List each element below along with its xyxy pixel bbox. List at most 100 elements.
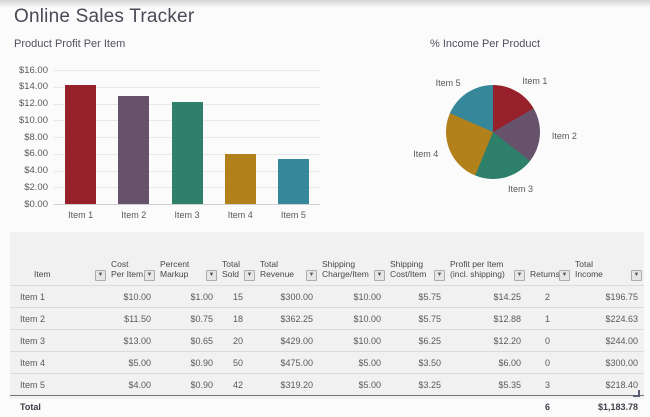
filter-dropdown-button-item[interactable]: ▼ [95, 270, 106, 281]
cell-markup[interactable]: $0.90 [157, 374, 219, 396]
cell-revenue[interactable]: $300.00 [257, 286, 319, 308]
column-header-profit: Profit per Item(incl. shipping)▼ [447, 232, 527, 286]
bar-slot [267, 70, 320, 204]
cell-ship_charge[interactable]: $10.00 [319, 308, 387, 330]
cell-ship_charge[interactable]: $5.00 [319, 352, 387, 374]
cell-profit[interactable]: $12.88 [447, 308, 527, 330]
bar-item-4[interactable] [225, 154, 256, 204]
header-label: Percent [160, 259, 219, 269]
cell-markup[interactable]: $1.00 [157, 286, 219, 308]
cell-cost[interactable]: $13.00 [108, 330, 157, 352]
x-axis-tick-label: Item 5 [267, 210, 320, 220]
header-label: Total [222, 259, 257, 269]
cell-ship_cost[interactable]: $3.50 [387, 352, 447, 374]
total-cell-cost[interactable] [108, 396, 157, 417]
cell-returns[interactable]: 2 [527, 286, 572, 308]
cell-returns[interactable]: 0 [527, 352, 572, 374]
bar-slot [160, 70, 213, 204]
pie-graphic[interactable] [446, 85, 540, 179]
bar-chart-plot [54, 70, 320, 204]
cell-item[interactable]: Item 3 [10, 330, 108, 352]
cell-ship_charge[interactable]: $10.00 [319, 286, 387, 308]
header-label: Shipping [322, 259, 387, 269]
bar-item-1[interactable] [65, 85, 96, 204]
cell-ship_cost[interactable]: $5.75 [387, 308, 447, 330]
cell-ship_cost[interactable]: $5.75 [387, 286, 447, 308]
cell-profit[interactable]: $6.00 [447, 352, 527, 374]
cell-income[interactable]: $300.00 [572, 352, 644, 374]
cell-cost[interactable]: $11.50 [108, 308, 157, 330]
cell-revenue[interactable]: $475.00 [257, 352, 319, 374]
cell-sold[interactable]: 20 [219, 330, 257, 352]
cell-returns[interactable]: 3 [527, 374, 572, 396]
filter-dropdown-button-markup[interactable]: ▼ [206, 270, 217, 281]
bar-chart[interactable]: $16.00$14.00$12.00$10.00$8.00$6.00$4.00$… [14, 62, 322, 222]
table-resize-handle[interactable] [633, 390, 640, 397]
filter-dropdown-button-ship_cost[interactable]: ▼ [434, 270, 445, 281]
cell-returns[interactable]: 1 [527, 308, 572, 330]
bar-item-3[interactable] [172, 102, 203, 204]
filter-dropdown-button-ship_charge[interactable]: ▼ [374, 270, 385, 281]
cell-revenue[interactable]: $362.25 [257, 308, 319, 330]
cell-item[interactable]: Item 5 [10, 374, 108, 396]
cell-income[interactable]: $196.75 [572, 286, 644, 308]
cell-item[interactable]: Item 1 [10, 286, 108, 308]
total-cell-markup[interactable] [157, 396, 219, 417]
cell-income[interactable]: $224.63 [572, 308, 644, 330]
cell-markup[interactable]: $0.75 [157, 308, 219, 330]
cell-markup[interactable]: $0.90 [157, 352, 219, 374]
cell-item[interactable]: Item 2 [10, 308, 108, 330]
cell-cost[interactable]: $10.00 [108, 286, 157, 308]
cell-sold[interactable]: 42 [219, 374, 257, 396]
header-label: Cost [111, 259, 157, 269]
cell-revenue[interactable]: $319.20 [257, 374, 319, 396]
cell-cost[interactable]: $4.00 [108, 374, 157, 396]
filter-dropdown-button-cost[interactable]: ▼ [144, 270, 155, 281]
filter-dropdown-button-revenue[interactable]: ▼ [306, 270, 317, 281]
cell-income[interactable]: $244.00 [572, 330, 644, 352]
cell-revenue[interactable]: $429.00 [257, 330, 319, 352]
cell-sold[interactable]: 50 [219, 352, 257, 374]
cell-item[interactable]: Item 4 [10, 352, 108, 374]
cell-profit[interactable]: $5.35 [447, 374, 527, 396]
cell-profit[interactable]: $14.25 [447, 286, 527, 308]
cell-ship_cost[interactable]: $6.25 [387, 330, 447, 352]
header-label: Total [575, 259, 644, 269]
pie-label-item-3: Item 3 [508, 184, 533, 194]
total-cell-ship_charge[interactable] [319, 396, 387, 417]
total-cell-profit[interactable] [447, 396, 527, 417]
cell-ship_cost[interactable]: $3.25 [387, 374, 447, 396]
total-cell-sold[interactable] [219, 396, 257, 417]
filter-dropdown-button-income[interactable]: ▼ [631, 270, 642, 281]
cell-markup[interactable]: $0.65 [157, 330, 219, 352]
total-cell-income[interactable]: $1,183.78 [572, 396, 644, 417]
cell-cost[interactable]: $5.00 [108, 352, 157, 374]
cell-returns[interactable]: 0 [527, 330, 572, 352]
total-cell-ship_cost[interactable] [387, 396, 447, 417]
total-cell-revenue[interactable] [257, 396, 319, 417]
cell-sold[interactable]: 15 [219, 286, 257, 308]
cell-ship_charge[interactable]: $5.00 [319, 374, 387, 396]
filter-dropdown-button-sold[interactable]: ▼ [244, 270, 255, 281]
bar-slot [54, 70, 107, 204]
cell-profit[interactable]: $12.20 [447, 330, 527, 352]
total-cell-item[interactable]: Total [10, 396, 108, 417]
bar-item-5[interactable] [278, 159, 309, 204]
filter-dropdown-button-profit[interactable]: ▼ [514, 270, 525, 281]
filter-dropdown-button-returns[interactable]: ▼ [559, 270, 570, 281]
total-cell-returns[interactable]: 6 [527, 396, 572, 417]
gridline [54, 204, 320, 205]
cell-sold[interactable]: 18 [219, 308, 257, 330]
header-label: Shipping [390, 259, 447, 269]
bar-item-2[interactable] [118, 96, 149, 204]
y-axis-tick-label: $16.00 [14, 65, 48, 76]
x-axis-tick-label: Item 4 [214, 210, 267, 220]
header-label: Total [260, 259, 319, 269]
cell-ship_charge[interactable]: $10.00 [319, 330, 387, 352]
